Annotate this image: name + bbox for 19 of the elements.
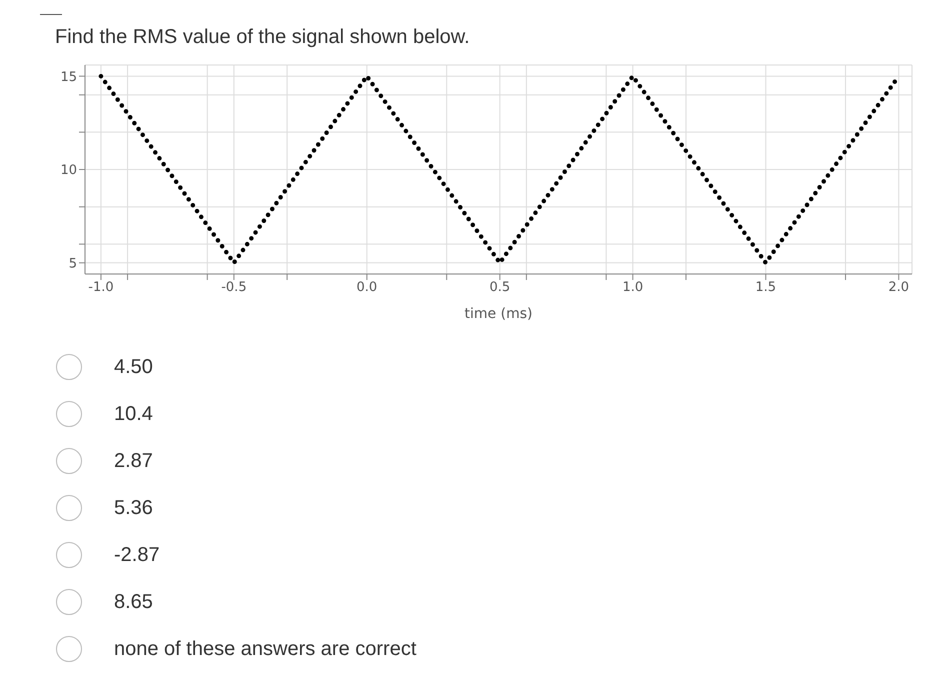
x-tick-label: -0.5 <box>221 280 247 296</box>
x-tick-label: -1.0 <box>88 280 114 296</box>
x-tick-label: 2.0 <box>888 280 910 296</box>
text: 5.36 <box>114 496 153 520</box>
text: 10.4 <box>114 402 153 426</box>
text: none of these answers are correct <box>114 638 416 660</box>
x-tick-label: 0.5 <box>489 280 510 296</box>
text: -2.87 <box>114 544 160 566</box>
x-axis-title: time (ms) <box>464 306 532 322</box>
y-tick-label: 5 <box>68 256 77 272</box>
x-tick-label: 1.0 <box>622 280 644 296</box>
text: 2.87 <box>114 450 153 472</box>
x-tick-label: 0.0 <box>356 280 378 296</box>
text: 8.65 <box>114 590 153 614</box>
y-tick-label: 15 <box>60 70 77 85</box>
y-tick-label: 10 <box>60 163 77 178</box>
text: 4.50 <box>114 356 153 378</box>
chart-title: Find the RMS value of the signal shown below. <box>55 26 470 49</box>
x-tick-label: 1.5 <box>755 280 776 296</box>
